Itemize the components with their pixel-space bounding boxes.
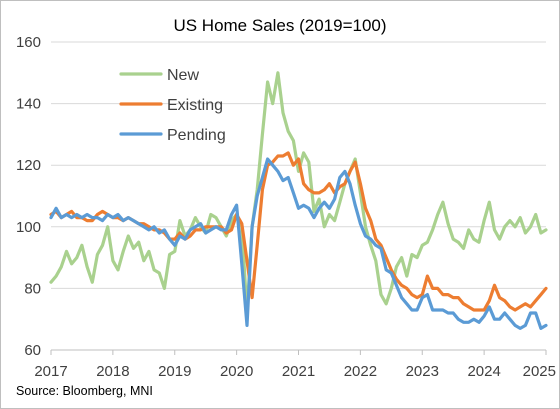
- x-tick-label: 2022: [344, 363, 377, 380]
- y-tick-label: 80: [24, 280, 41, 297]
- x-tick-label: 2021: [282, 363, 315, 380]
- gridlines: [51, 41, 546, 351]
- y-tick-label: 60: [24, 342, 41, 359]
- x-tick-label: 2023: [406, 363, 439, 380]
- legend: New Existing Pending: [119, 67, 226, 144]
- x-tick-label: 2020: [220, 363, 253, 380]
- x-tick-label: 2025: [523, 363, 556, 380]
- y-tick-label: 140: [16, 96, 41, 113]
- series-line-new: [49, 71, 548, 315]
- legend-label-new: New: [167, 67, 199, 84]
- x-tick-label: 2018: [96, 363, 129, 380]
- y-tick-label: 160: [16, 34, 41, 51]
- y-tick-label: 100: [16, 219, 41, 236]
- y-tick-label: 120: [16, 157, 41, 174]
- x-tick-label: 2017: [34, 363, 67, 380]
- x-tick-label: 2024: [467, 363, 500, 380]
- series-line-existing: [49, 151, 548, 312]
- series-lines: [49, 71, 548, 330]
- x-tick-label: 2019: [158, 363, 191, 380]
- series-line-pending: [49, 157, 548, 330]
- legend-label-pending: Pending: [167, 127, 226, 144]
- legend-label-existing: Existing: [167, 97, 223, 114]
- source-note: Source: Bloomberg, MNI: [16, 384, 153, 398]
- chart-title: US Home Sales (2019=100): [173, 16, 386, 35]
- axes: 60 80 100 120 140 160 2017 2018 2019 2020 2021 2022…: [16, 34, 556, 380]
